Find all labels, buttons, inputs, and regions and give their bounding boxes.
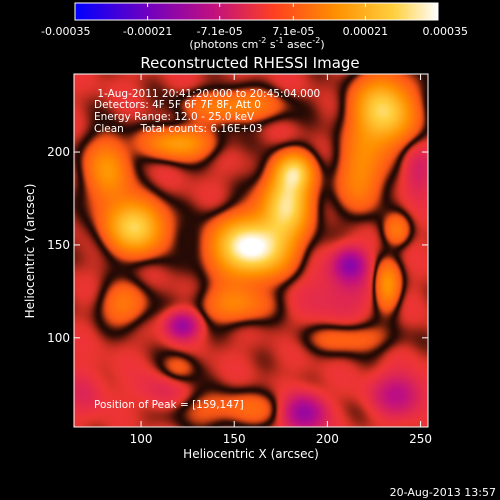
annotation-time-range: 1-Aug-2011 20:41:20.000 to 20:45:04.000: [94, 88, 320, 100]
chart-title: Reconstructed RHESSI Image: [140, 54, 359, 72]
colorbar: -0.00035 -0.00021 -7.1e-05 7.1e-05 0.00021 0.…: [41, 2, 468, 51]
x-axis-title: Heliocentric X (arcsec): [183, 447, 319, 461]
heatmap-canvas: [74, 74, 428, 427]
x-tick-label: 250: [409, 432, 432, 446]
colorbar-gradient: [74, 2, 439, 21]
annotation-energy-range: Energy Range: 12.0 - 25.0 keV: [94, 111, 255, 123]
y-tick-label: 100: [47, 331, 70, 345]
x-tick-label: 150: [223, 432, 246, 446]
y-axis-title: Heliocentric Y (arcsec): [23, 184, 37, 319]
y-tick-label: 200: [47, 145, 70, 159]
plot-area: 100 150 200 250 100 150 200 1-Aug-2011 20:41:2…: [47, 73, 432, 446]
heatmap-image: [74, 74, 428, 427]
colorbar-tick-label: -0.00035: [41, 25, 90, 38]
colorbar-tick-label: 0.00035: [423, 25, 469, 38]
x-tick-label: 200: [316, 432, 339, 446]
annotation-clean-counts: Clean Total counts: 6.16E+03: [94, 123, 263, 135]
colorbar-tick-label: 0.00021: [343, 25, 389, 38]
colorbar-ticks: -0.00035 -0.00021 -7.1e-05 7.1e-05 0.00021 0.…: [41, 3, 468, 38]
annotation-detectors: Detectors: 4F 5F 6F 7F 8F, Att 0: [94, 99, 261, 111]
footer-date: 20-Aug-2013 13:57: [390, 486, 496, 499]
colorbar-tick-label: -0.00021: [123, 25, 172, 38]
colorbar-tick-label: 7.1e-05: [272, 25, 314, 38]
y-tick-label: 150: [47, 238, 70, 252]
colorbar-tick-label: -7.1e-05: [197, 25, 243, 38]
colorbar-unit-label: (photons cm-2 s-1 asec-2): [189, 36, 324, 51]
x-tick-label: 100: [130, 432, 153, 446]
annotation-peak-position: Position of Peak = [159,147]: [94, 399, 244, 411]
axis-ticks: 100 150 200 250 100 150 200: [47, 74, 432, 446]
plot-frame: [73, 73, 429, 428]
